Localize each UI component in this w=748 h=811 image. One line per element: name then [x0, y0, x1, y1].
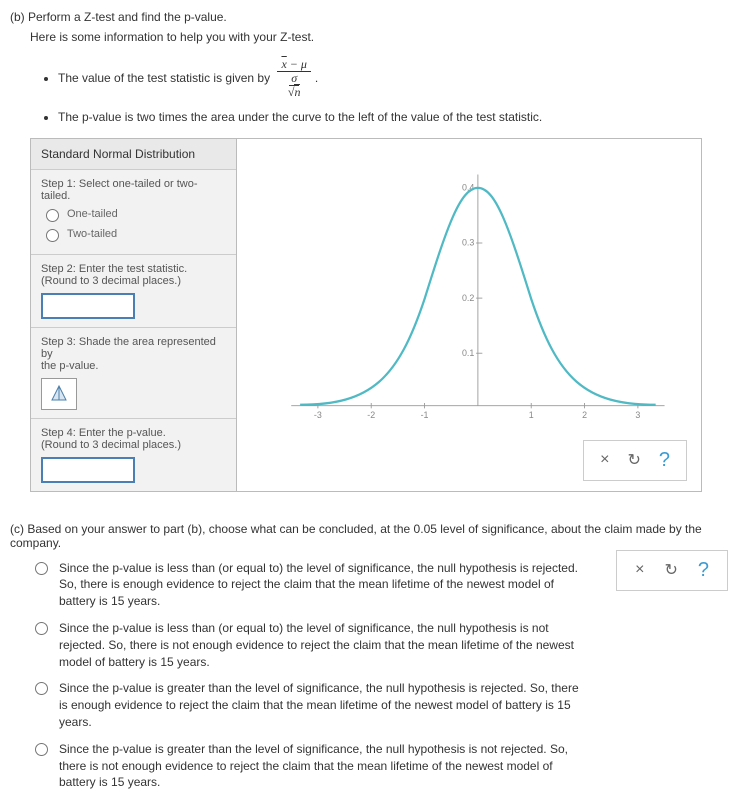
- one-tailed-radio[interactable]: [46, 209, 59, 222]
- option-2-text: Since the p-value is less than (or equal…: [59, 620, 590, 670]
- bullet-1: The value of the test statistic is given…: [58, 58, 738, 100]
- normal-curve-chart: 0.4 0.3 0.2 0.1 -3 -2 -1 1 2 3: [237, 139, 701, 459]
- bullet-2: The p-value is two times the area under …: [58, 110, 738, 124]
- option-2[interactable]: Since the p-value is less than (or equal…: [30, 620, 590, 670]
- option-4-radio[interactable]: [35, 743, 48, 756]
- p-value-input[interactable]: [41, 457, 135, 483]
- option-4-text: Since the p-value is greater than the le…: [59, 741, 590, 791]
- step-2-label-b: (Round to 3 decimal places.): [41, 275, 226, 287]
- part-c: (c) Based on your answer to part (b), ch…: [10, 522, 738, 792]
- ztest-panel: Standard Normal Distribution Step 1: Sel…: [30, 138, 702, 492]
- step-2-label-a: Step 2: Enter the test statistic.: [41, 263, 226, 275]
- xtick-5: 3: [635, 410, 640, 420]
- two-tailed-option[interactable]: Two-tailed: [41, 226, 226, 242]
- help-icon-c[interactable]: ?: [698, 559, 709, 582]
- xtick-0: -3: [314, 410, 322, 420]
- part-b-title: (b) Perform a Z-test and find the p-valu…: [10, 10, 738, 24]
- one-tailed-label: One-tailed: [67, 208, 118, 220]
- part-c-toolbar: × ↻ ?: [616, 550, 728, 591]
- option-1[interactable]: Since the p-value is less than (or equal…: [30, 560, 590, 610]
- option-3-text: Since the p-value is greater than the le…: [59, 680, 590, 730]
- step-3-label-b: the p-value.: [41, 360, 226, 372]
- help-icon[interactable]: ?: [659, 449, 670, 472]
- option-1-radio[interactable]: [35, 562, 48, 575]
- reload-icon-c[interactable]: ↻: [664, 560, 677, 580]
- step-4-label-b: (Round to 3 decimal places.): [41, 439, 226, 451]
- part-c-prompt: (c) Based on your answer to part (b), ch…: [10, 522, 738, 550]
- option-2-radio[interactable]: [35, 622, 48, 635]
- two-tailed-radio[interactable]: [46, 229, 59, 242]
- chart-area: 0.4 0.3 0.2 0.1 -3 -2 -1 1 2 3: [237, 139, 701, 491]
- option-1-text: Since the p-value is less than (or equal…: [59, 560, 590, 610]
- step-4-label-a: Step 4: Enter the p-value.: [41, 427, 226, 439]
- reload-icon[interactable]: ↻: [627, 450, 640, 470]
- bullet-list: The value of the test statistic is given…: [10, 58, 738, 124]
- test-stat-formula: x − μ σ √n: [277, 58, 310, 100]
- test-statistic-input[interactable]: [41, 293, 135, 319]
- ytick-2: 0.2: [462, 292, 474, 302]
- shade-icon: [48, 384, 70, 404]
- step-3-label-a: Step 3: Shade the area represented by: [41, 336, 226, 360]
- option-3[interactable]: Since the p-value is greater than the le…: [30, 680, 590, 730]
- shade-button[interactable]: [41, 378, 77, 410]
- steps-panel: Standard Normal Distribution Step 1: Sel…: [31, 139, 237, 491]
- bullet-1-text: The value of the test statistic is given…: [58, 71, 270, 85]
- two-tailed-label: Two-tailed: [67, 228, 117, 240]
- step-2-block: Step 2: Enter the test statistic. (Round…: [31, 255, 236, 328]
- step-1-label: Step 1: Select one-tailed or two-tailed.: [41, 178, 226, 202]
- option-3-radio[interactable]: [35, 682, 48, 695]
- ytick-1: 0.3: [462, 237, 474, 247]
- xtick-3: 1: [529, 410, 534, 420]
- one-tailed-option[interactable]: One-tailed: [41, 206, 226, 222]
- xtick-4: 2: [582, 410, 587, 420]
- chart-toolbar: × ↻ ?: [583, 440, 687, 481]
- xtick-2: -1: [421, 410, 429, 420]
- close-icon-c[interactable]: ×: [635, 561, 644, 579]
- option-4[interactable]: Since the p-value is greater than the le…: [30, 741, 590, 791]
- xtick-1: -2: [367, 410, 375, 420]
- step-3-block: Step 3: Shade the area represented by th…: [31, 328, 236, 419]
- step-4-block: Step 4: Enter the p-value. (Round to 3 d…: [31, 419, 236, 491]
- panel-heading: Standard Normal Distribution: [31, 139, 236, 170]
- step-1-block: Step 1: Select one-tailed or two-tailed.…: [31, 170, 236, 255]
- ytick-3: 0.1: [462, 347, 474, 357]
- part-b-intro: Here is some information to help you wit…: [30, 30, 738, 44]
- close-icon[interactable]: ×: [600, 451, 609, 469]
